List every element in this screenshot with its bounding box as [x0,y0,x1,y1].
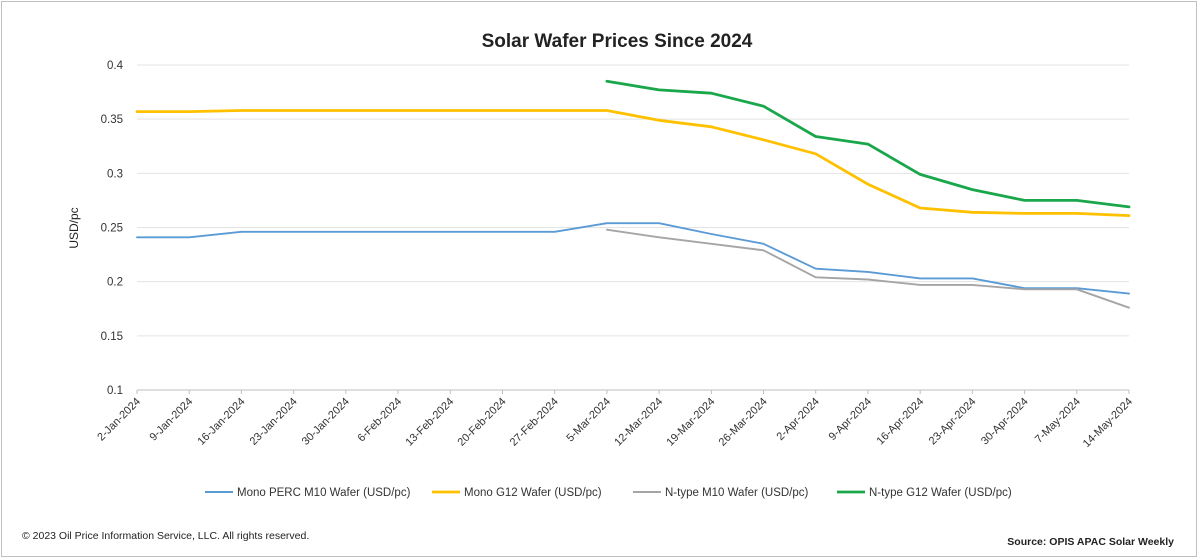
x-tick-label: 16-Jan-2024 [195,396,247,448]
x-tick-label: 14-May-2024 [1081,396,1135,450]
x-tick-label: 5-Mar-2024 [564,396,613,445]
y-tick-label: 0.1 [107,385,123,397]
x-tick-label: 23-Jan-2024 [248,396,300,448]
x-tick-label: 16-Apr-2024 [875,396,927,448]
legend-label: N-type M10 Wafer (USD/pc) [665,487,809,499]
y-tick-label: 0.2 [107,277,123,289]
source-note: Source: OPIS APAC Solar Weekly [1007,536,1174,548]
x-tick-label: 7-May-2024 [1033,396,1083,446]
x-tick-label: 19-Mar-2024 [664,396,717,449]
x-tick-label: 30-Jan-2024 [300,396,352,448]
x-axis-ticks: 2-Jan-2024 9-Jan-2024 16-Jan-2024 23-Jan-20… [95,390,1135,450]
legend: Mono PERC M10 Wafer (USD/pc) Mono G12 Waf… [205,487,1012,499]
y-tick-label: 0.4 [107,60,124,72]
x-tick-label: 2-Apr-2024 [774,396,821,443]
x-tick-label: 13-Feb-2024 [403,396,456,449]
series-line-1 [136,222,1130,295]
x-tick-label: 20-Feb-2024 [456,396,509,449]
series-lines [135,79,1131,309]
legend-label: Mono PERC M10 Wafer (USD/pc) [237,487,411,499]
series-line-3 [605,228,1130,309]
series-line-4 [605,79,1131,209]
y-axis-ticks: 0.1 0.15 0.2 0.25 0.3 0.35 0.4 [101,60,124,397]
x-tick-label: 30-Apr-2024 [979,396,1031,448]
legend-label: Mono G12 Wafer (USD/pc) [464,487,602,499]
x-tick-label: 27-Feb-2024 [508,396,561,449]
x-tick-label: 26-Mar-2024 [717,396,770,449]
x-tick-label: 12-Mar-2024 [612,396,665,449]
y-tick-label: 0.25 [101,223,123,235]
x-tick-label: 9-Apr-2024 [827,396,874,443]
x-tick-label: 23-Apr-2024 [927,396,979,448]
y-tick-label: 0.3 [107,168,123,180]
chart-title: Solar Wafer Prices Since 2024 [482,31,753,52]
y-tick-label: 0.15 [101,331,123,343]
legend-label: N-type G12 Wafer (USD/pc) [869,487,1012,499]
x-tick-label: 2-Jan-2024 [95,396,143,444]
x-tick-label: 9-Jan-2024 [147,396,195,444]
series-line-2 [135,109,1131,217]
gridlines [137,64,1129,391]
y-axis-label: USD/pc [67,207,81,248]
x-tick-label: 6-Feb-2024 [355,396,404,445]
y-tick-label: 0.35 [101,114,123,126]
copyright-note: © 2023 Oil Price Information Service, LL… [22,530,310,542]
